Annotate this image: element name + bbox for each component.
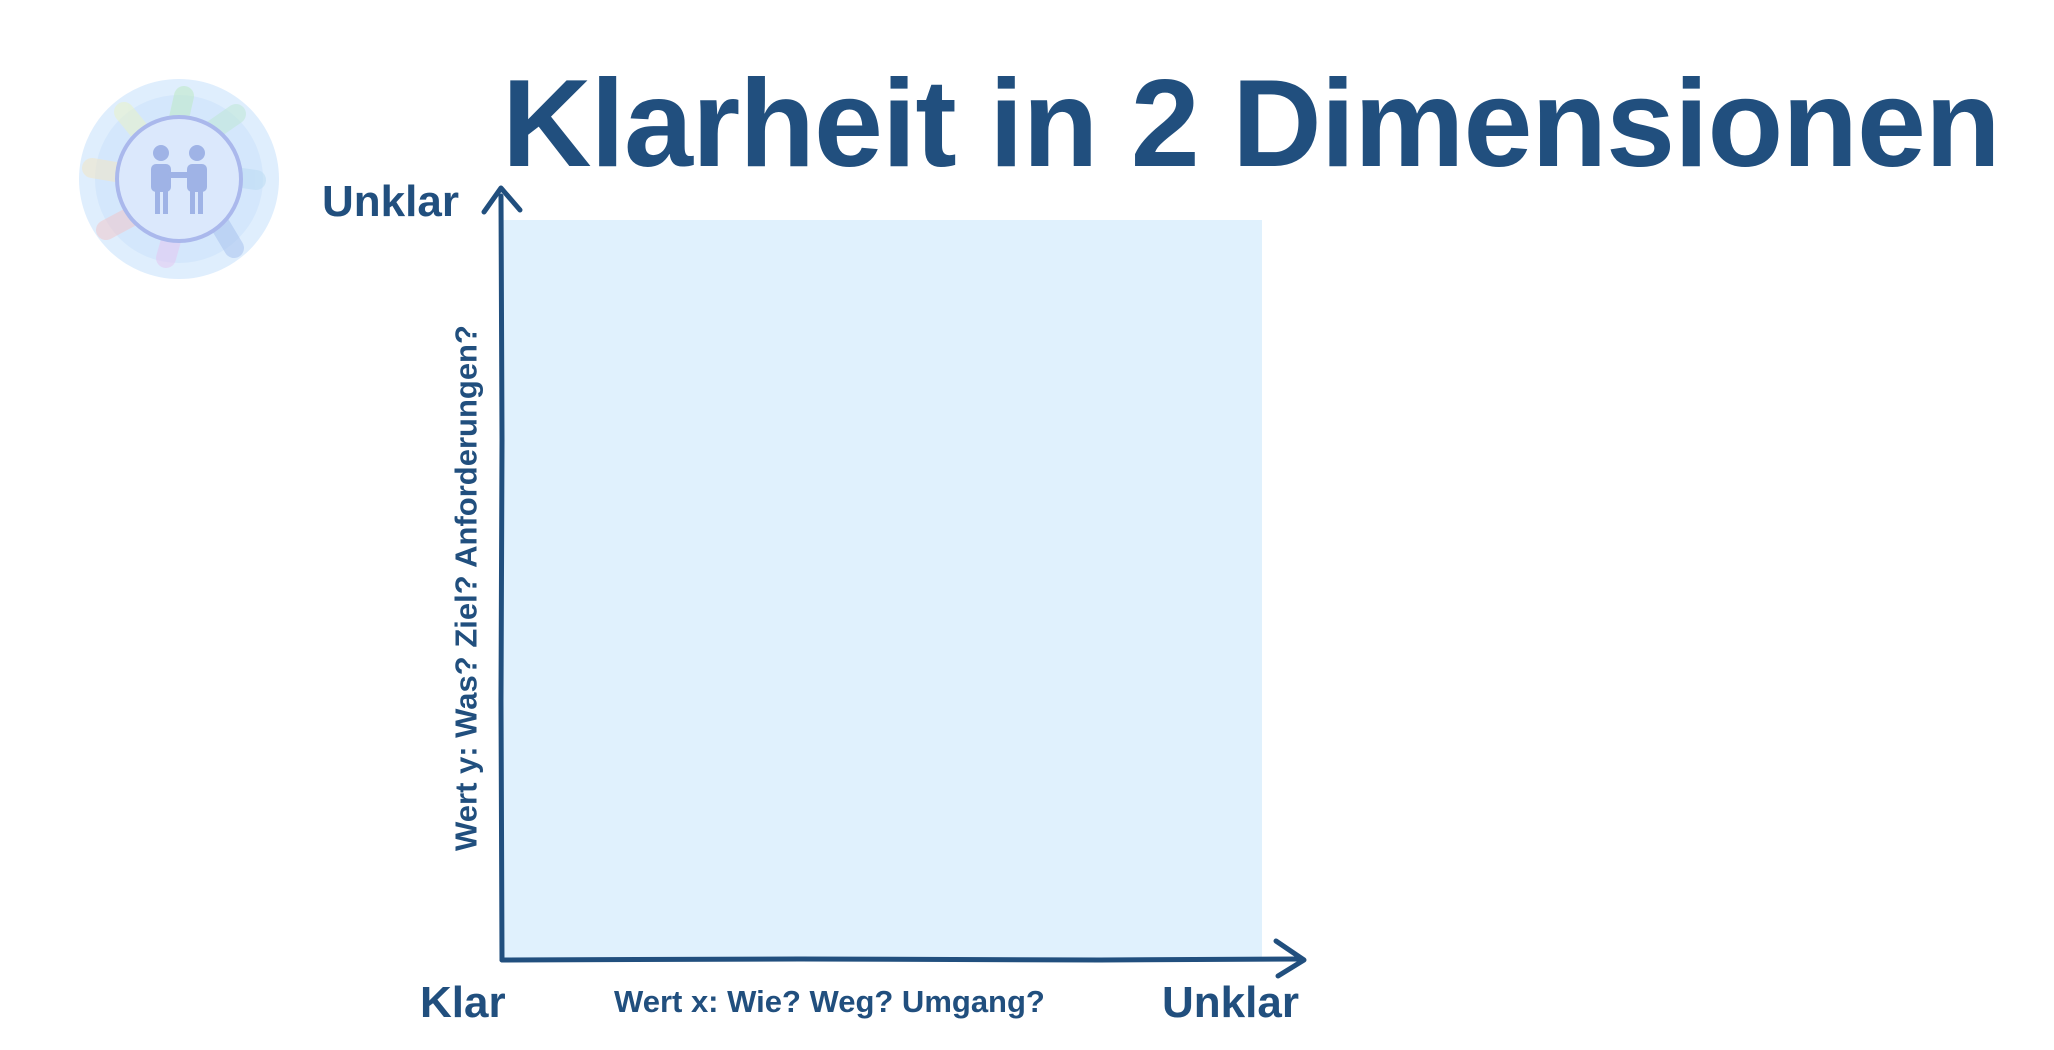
x-axis-end-label: Unklar [1162, 978, 1299, 1027]
y-axis-end-label: Unklar [322, 177, 459, 226]
y-axis-label: Wert y: Was? Ziel? Anforderungen? [448, 325, 484, 851]
plot-area [502, 220, 1262, 960]
handshake-circle-logo-icon [79, 79, 279, 279]
origin-label: Klar [420, 978, 506, 1027]
page-title: Klarheit in 2 Dimensionen [502, 55, 2001, 193]
x-axis-label: Wert x: Wie? Weg? Umgang? [614, 984, 1045, 1019]
x-axis-arrowhead [1273, 938, 1307, 979]
logo [78, 78, 280, 280]
